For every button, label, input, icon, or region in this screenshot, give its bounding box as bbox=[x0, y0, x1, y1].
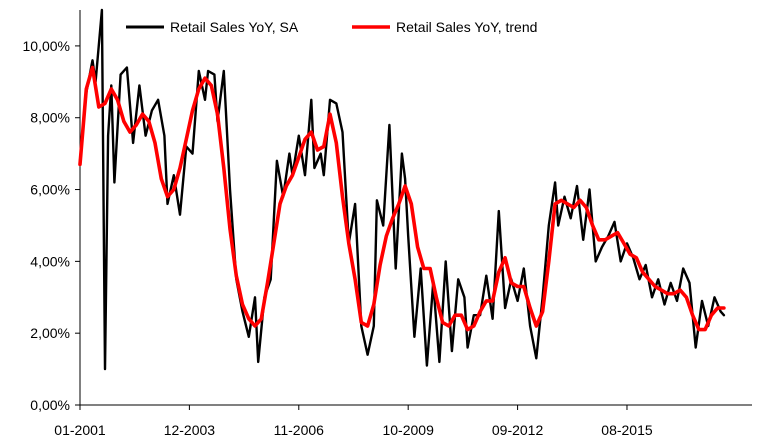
x-tick-label: 12-2003 bbox=[164, 422, 216, 438]
y-tick-label: 4,00% bbox=[30, 253, 70, 269]
y-tick-label: 6,00% bbox=[30, 182, 70, 198]
retail-sales-sa-line bbox=[78, 8, 726, 371]
x-tick-label: 09-2012 bbox=[492, 422, 544, 438]
x-tick-label: 10-2009 bbox=[382, 422, 434, 438]
x-tick-label: 01-2001 bbox=[54, 422, 106, 438]
x-ticks: 01-2001 12-2003 11-2006 10-2009 09-2012 08-20… bbox=[54, 405, 653, 438]
legend-label-sa: Retail Sales YoY, SA bbox=[170, 19, 299, 35]
series-layer bbox=[78, 8, 726, 371]
y-tick-label: 0,00% bbox=[30, 397, 70, 413]
y-tick-label: 8,00% bbox=[30, 110, 70, 126]
y-ticks: 0,00% 2,00% 4,00% 6,00% 8,00% 10,00% bbox=[23, 38, 80, 413]
legend: Retail Sales YoY, SA Retail Sales YoY, t… bbox=[126, 19, 537, 35]
y-tick-label: 10,00% bbox=[23, 38, 70, 54]
x-tick-label: 11-2006 bbox=[274, 422, 325, 438]
legend-label-trend: Retail Sales YoY, trend bbox=[396, 19, 537, 35]
y-tick-label: 2,00% bbox=[30, 325, 70, 341]
retail-sales-trend-line bbox=[78, 65, 726, 332]
x-tick-label: 08-2015 bbox=[601, 422, 653, 438]
axes bbox=[79, 10, 752, 406]
